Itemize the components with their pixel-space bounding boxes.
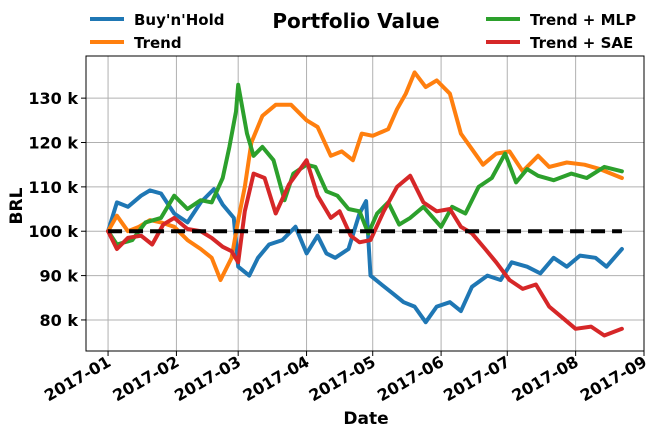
- x-axis-title: Date: [343, 409, 388, 429]
- x-tick-label-6: 2017-07: [440, 352, 513, 405]
- y-tick-label-4: 120 k: [28, 134, 78, 153]
- y-tick-label-2: 100 k: [28, 222, 78, 241]
- legend: Buy'n'Hold Trend Trend + MLP Trend + SAE: [90, 11, 636, 52]
- series-lines: [106, 70, 624, 338]
- y-axis-title: BRL: [7, 187, 27, 224]
- x-tick-label-7: 2017-08: [509, 352, 582, 405]
- series-line-0: [106, 187, 624, 325]
- series-line-1: [106, 70, 624, 282]
- x-tick-label-1: 2017-02: [109, 352, 182, 405]
- x-tick-label-8: 2017-09: [577, 352, 650, 405]
- series-line-3: [106, 158, 624, 338]
- chart-title: Portfolio Value: [272, 9, 439, 33]
- x-tick-label-3: 2017-04: [239, 352, 312, 405]
- series-line-2: [106, 82, 624, 247]
- plot-frame: [85, 55, 645, 352]
- legend-label-3: Trend + SAE: [530, 34, 633, 52]
- legend-label-1: Trend: [134, 34, 182, 52]
- x-tick-label-5: 2017-06: [374, 352, 447, 405]
- x-tick-label-4: 2017-05: [306, 352, 379, 405]
- x-tick-label-2: 2017-03: [171, 352, 244, 405]
- x-tick-label-0: 2017-01: [41, 352, 114, 405]
- y-tick-label-5: 130 k: [28, 89, 78, 108]
- legend-label-0: Buy'n'Hold: [134, 11, 225, 29]
- y-tick-label-1: 90 k: [40, 267, 79, 286]
- y-tick-label-0: 80 k: [40, 311, 79, 330]
- legend-label-2: Trend + MLP: [530, 11, 636, 29]
- y-tick-label-3: 110 k: [28, 178, 78, 197]
